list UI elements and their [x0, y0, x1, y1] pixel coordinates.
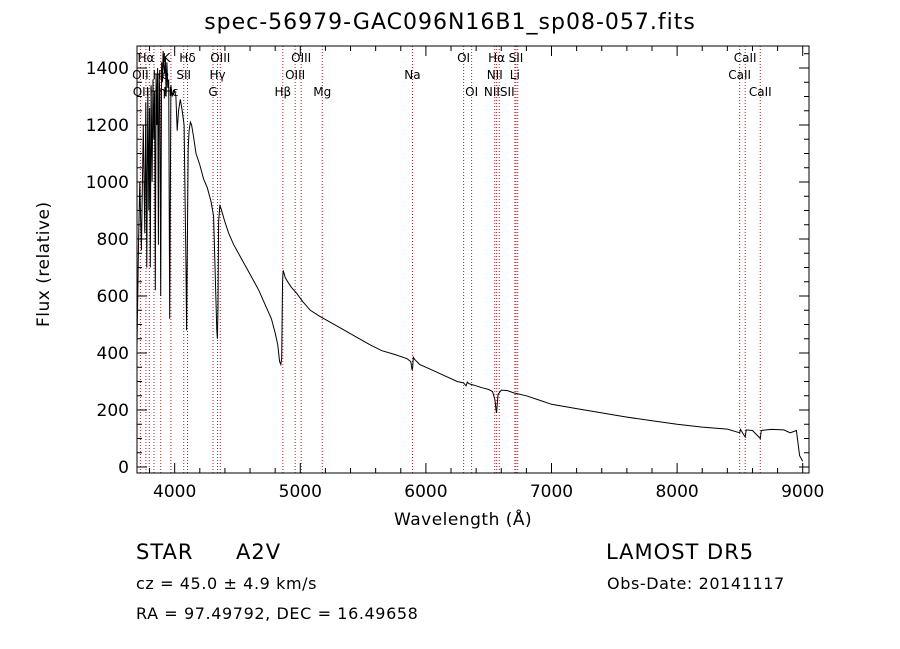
- y-tick-label: 1000: [86, 173, 129, 193]
- line-label: Mg: [313, 85, 331, 99]
- y-axis-label: Flux (relative): [34, 201, 54, 327]
- y-tick-label: 800: [97, 230, 129, 250]
- line-label: OIII: [291, 51, 311, 65]
- redshift-text: cz = 45.0 ± 4.9 km/s: [136, 574, 318, 593]
- line-label: OII: [132, 68, 149, 82]
- line-label: SII: [176, 68, 191, 82]
- line-label: Li: [510, 68, 520, 82]
- line-markers: [139, 46, 761, 473]
- x-tick-label: 8000: [655, 482, 698, 502]
- class-label: STAR: [136, 540, 194, 564]
- line-label: OIIHη: [133, 85, 166, 99]
- subclass-label: A2V: [236, 540, 282, 564]
- x-axis-label: Wavelength (Å): [394, 510, 533, 530]
- obs-date-text: Obs-Date: 20141117: [607, 574, 785, 593]
- line-label: G: [208, 85, 217, 99]
- chart-title: spec-56979-GAC096N16B1_sp08-057.fits: [204, 10, 696, 35]
- line-label: OIII: [210, 51, 230, 65]
- line-label: OIII: [285, 68, 305, 82]
- y-tick-label: 1200: [86, 116, 129, 136]
- line-label: Hε: [163, 85, 179, 99]
- line-label: Hβ: [274, 85, 291, 99]
- line-label: K: [162, 51, 171, 65]
- line-label: CaII: [749, 85, 772, 99]
- line-label: Na: [404, 68, 420, 82]
- line-label: CaII: [734, 51, 757, 65]
- line-label: He: [153, 68, 169, 82]
- y-tick-label: 1400: [86, 59, 129, 79]
- line-label: Hδ: [179, 51, 195, 65]
- survey-label: LAMOST DR5: [606, 540, 755, 564]
- x-tick-label: 5000: [279, 482, 322, 502]
- x-tick-label: 7000: [530, 482, 573, 502]
- x-tick-label: 9000: [781, 482, 824, 502]
- line-label: NII: [487, 68, 503, 82]
- line-label: OI: [457, 51, 470, 65]
- x-tick-label: 6000: [404, 482, 447, 502]
- line-label: Hα: [137, 51, 154, 65]
- y-tick-label: 200: [97, 401, 129, 421]
- line-labels: Hα K Hδ OIII OIII OI Hα SII CaII OII He SII Hγ OIII Na…: [132, 51, 772, 99]
- coordinates-text: RA = 97.49792, DEC = 16.49658: [136, 604, 419, 623]
- y-tick-label: 400: [97, 344, 129, 364]
- y-tick-label: 600: [97, 287, 129, 307]
- x-tick-label: 4000: [153, 482, 196, 502]
- line-label: SII: [509, 51, 524, 65]
- line-label: NIISII: [484, 85, 515, 99]
- y-tick-label: 0: [118, 458, 129, 478]
- spectrum-line: [136, 50, 804, 462]
- line-label: CaII: [728, 68, 751, 82]
- plot-frame: [136, 45, 810, 474]
- spectrum-curve-group: [136, 50, 804, 462]
- line-label: OI: [465, 85, 478, 99]
- axis-ticks: 4000 5000 6000 7000 8000 9000 0 200 400 600 800 100…: [86, 46, 824, 502]
- line-label: Hγ: [209, 68, 225, 82]
- line-label: Hα: [488, 51, 505, 65]
